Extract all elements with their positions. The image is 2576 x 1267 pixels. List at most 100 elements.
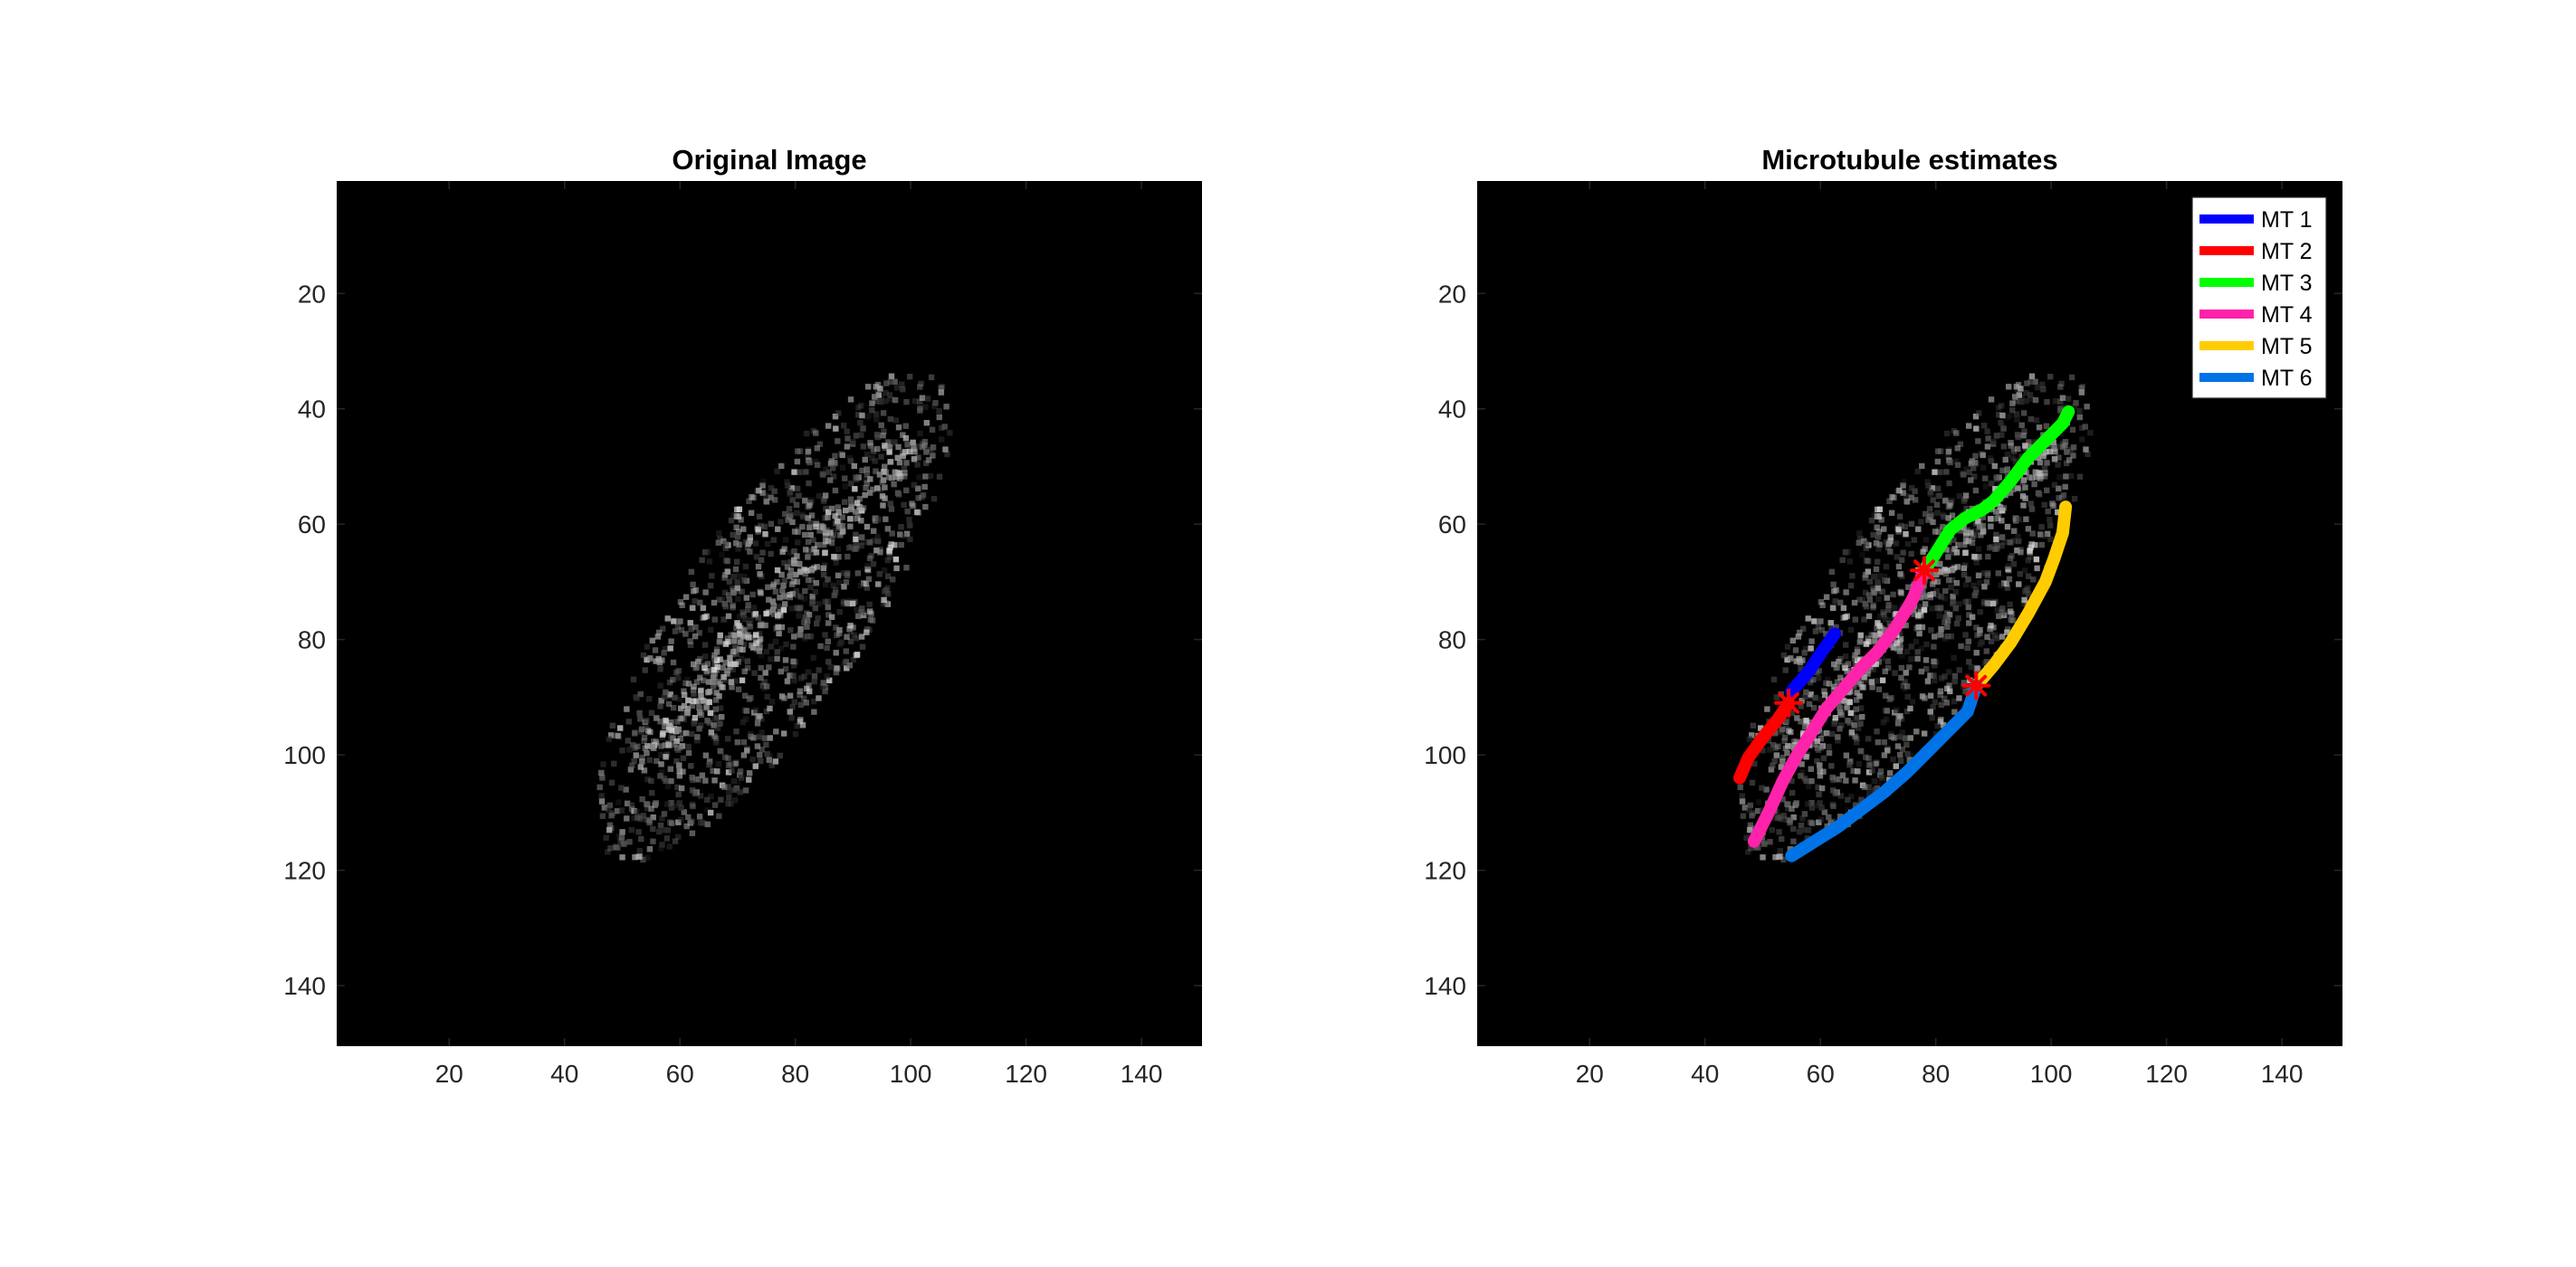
pixel <box>763 741 769 748</box>
pixel <box>668 820 675 826</box>
pixel <box>768 762 775 768</box>
pixel <box>688 626 694 633</box>
pixel <box>1890 756 1896 763</box>
pixel <box>1914 468 1921 475</box>
pixel <box>1847 710 1855 717</box>
pixel <box>2039 381 2046 387</box>
pixel <box>876 472 883 478</box>
pixel <box>2041 465 2048 472</box>
pixel <box>740 752 748 758</box>
pixel <box>903 487 910 494</box>
pixel <box>2030 576 2037 583</box>
pixel <box>694 738 701 744</box>
pixel <box>1968 663 1975 671</box>
pixel <box>917 384 923 390</box>
pixel <box>854 652 861 658</box>
pixel <box>730 652 736 658</box>
pixel <box>1891 605 1898 611</box>
pixel <box>888 541 894 548</box>
pixel <box>873 416 880 423</box>
pixel <box>816 695 822 701</box>
pixel <box>2007 490 2014 496</box>
pixel <box>1797 629 1803 636</box>
pixel <box>618 807 625 814</box>
pixel <box>875 516 882 523</box>
pixel <box>636 710 643 717</box>
pixel <box>678 805 684 811</box>
pixel <box>1952 605 1959 612</box>
pixel <box>742 538 749 546</box>
pixel <box>746 776 752 783</box>
pixel <box>730 602 736 609</box>
pixel <box>813 523 819 530</box>
pixel <box>1876 573 1883 579</box>
pixel <box>1865 784 1872 790</box>
pixel <box>859 412 865 419</box>
pixel <box>902 423 909 429</box>
pixel <box>1881 752 1888 758</box>
pixel <box>628 802 634 808</box>
pixel <box>1872 786 1878 794</box>
pixel <box>1789 743 1796 750</box>
pixel <box>898 473 904 480</box>
pixel <box>1964 644 1970 652</box>
pixel <box>870 538 877 544</box>
pixel <box>778 571 785 578</box>
pixel <box>769 598 777 605</box>
pixel <box>825 514 831 520</box>
pixel <box>1801 650 1808 656</box>
pixel <box>1993 542 2000 549</box>
pixel <box>706 688 713 695</box>
pixel <box>1988 623 1994 629</box>
pixel <box>1804 835 1811 842</box>
pixel <box>2004 629 2010 635</box>
pixel <box>806 682 812 689</box>
pixel <box>674 728 681 734</box>
pixel <box>1856 760 1863 767</box>
pixel <box>1817 767 1823 775</box>
pixel <box>835 518 841 525</box>
pixel <box>719 713 725 720</box>
pixel <box>838 639 844 645</box>
pixel <box>710 674 717 681</box>
pixel <box>1741 805 1749 811</box>
pixel <box>1932 699 1938 705</box>
pixel <box>668 638 674 644</box>
pixel <box>911 397 919 405</box>
pixel <box>1985 553 1991 560</box>
pixel <box>720 674 727 681</box>
pixel <box>1749 732 1755 738</box>
pixel <box>749 756 756 763</box>
pixel <box>772 588 779 595</box>
pixel <box>1970 535 1976 542</box>
pixel <box>2041 532 2048 539</box>
pixel <box>742 787 749 794</box>
pixel <box>598 769 605 776</box>
pixel <box>1884 545 1892 551</box>
pixel <box>688 568 695 576</box>
pixel <box>1988 638 1995 644</box>
pixel <box>634 695 641 701</box>
pixel <box>816 667 822 673</box>
pixel <box>1980 514 1986 520</box>
pixel <box>736 573 742 579</box>
pixel <box>1820 755 1827 762</box>
pixel <box>1865 592 1873 598</box>
pixel <box>745 606 751 614</box>
pixel <box>806 459 813 466</box>
pixel <box>678 816 684 823</box>
pixel <box>1903 648 1911 655</box>
pixel <box>667 645 673 652</box>
pixel <box>2035 454 2041 462</box>
pixel <box>2076 414 2083 421</box>
pixel <box>1855 725 1862 731</box>
pixel <box>749 591 756 598</box>
pixel <box>1900 482 1906 489</box>
pixel <box>803 430 810 437</box>
pixel <box>1894 720 1902 727</box>
pixel <box>691 661 697 668</box>
pixel <box>1868 517 1875 524</box>
pixel <box>844 665 850 672</box>
pixel <box>1755 844 1761 851</box>
pixel <box>862 491 868 499</box>
